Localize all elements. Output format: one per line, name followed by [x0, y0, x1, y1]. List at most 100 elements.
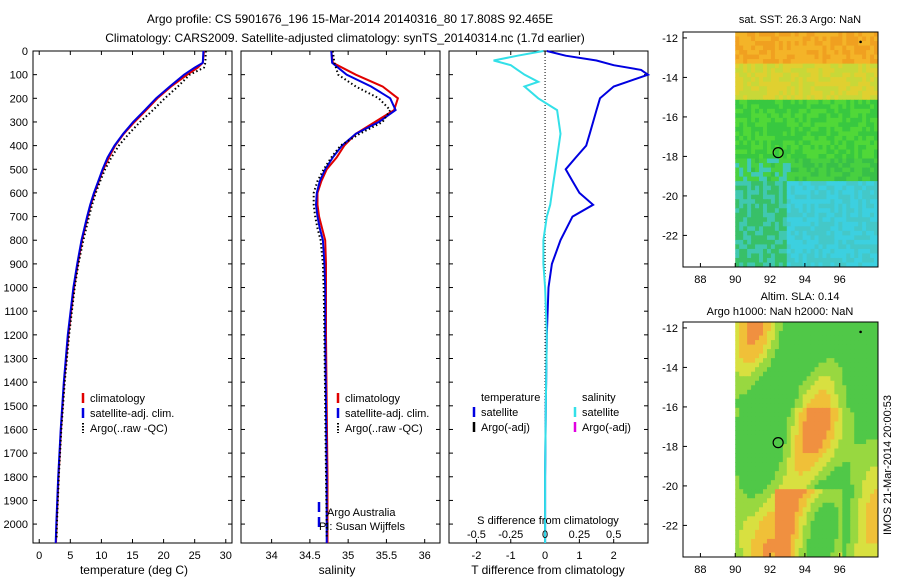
- map-cell: [766, 380, 772, 386]
- map-cell: [874, 262, 879, 268]
- map-cell: [790, 203, 796, 209]
- map-cell: [834, 126, 839, 132]
- map-cell: [834, 511, 839, 517]
- map-cell: [798, 552, 804, 558]
- map-cell: [786, 86, 792, 92]
- map-cell: [866, 99, 871, 105]
- map-cell: [755, 353, 760, 359]
- map-cell: [762, 416, 768, 422]
- map-cell: [854, 525, 859, 531]
- map-cell: [774, 322, 780, 328]
- map-cell: [806, 349, 812, 355]
- map-cell: [747, 353, 752, 359]
- map-cell: [770, 167, 776, 173]
- map-cell: [806, 68, 812, 74]
- map-cell: [834, 149, 839, 155]
- map-cell: [778, 54, 784, 60]
- map-cell: [794, 253, 800, 259]
- map-cell: [774, 135, 780, 141]
- map-cell: [814, 543, 820, 549]
- map-cell: [846, 507, 851, 513]
- map-lat-label: -16: [662, 112, 678, 124]
- map-cell: [842, 185, 847, 191]
- map-cell: [766, 72, 772, 78]
- map-cell: [818, 525, 823, 531]
- map-cell: [798, 331, 804, 337]
- map-cell: [762, 113, 768, 119]
- map-cell: [850, 194, 855, 200]
- map-cell: [798, 253, 804, 259]
- map-cell: [874, 185, 879, 191]
- map-cell: [786, 208, 792, 214]
- map-cell: [822, 122, 827, 128]
- map-cell: [802, 221, 808, 227]
- map-cell: [790, 77, 796, 83]
- map-cell: [798, 389, 804, 395]
- map-cell: [798, 444, 804, 450]
- map-cell: [854, 217, 859, 223]
- map-cell: [874, 385, 879, 391]
- map-cell: [755, 480, 760, 486]
- map-cell: [810, 239, 816, 245]
- map-cell: [822, 176, 827, 182]
- map-cell: [822, 257, 827, 263]
- map-cell: [854, 507, 859, 513]
- map-cell: [766, 131, 772, 137]
- map-cell: [802, 322, 808, 328]
- map-cell: [806, 434, 812, 440]
- map-cell: [874, 140, 879, 146]
- map-cell: [802, 113, 808, 119]
- map-cell: [818, 394, 823, 400]
- map-cell: [822, 376, 827, 382]
- map-cell: [747, 95, 752, 101]
- map-cell: [814, 221, 820, 227]
- map-cell: [786, 462, 792, 468]
- map-cell: [739, 335, 744, 341]
- map-cell: [794, 457, 800, 463]
- map-cell: [743, 190, 748, 196]
- map-cell: [770, 380, 776, 386]
- map-cell: [747, 257, 752, 263]
- map-cell: [818, 534, 823, 540]
- map-cell: [806, 194, 812, 200]
- map-cell: [854, 81, 859, 87]
- map-cell: [798, 367, 804, 373]
- map-cell: [790, 507, 796, 513]
- map-cell: [806, 217, 812, 223]
- map-cell: [822, 322, 827, 328]
- map-cell: [762, 86, 768, 92]
- map-cell: [798, 416, 804, 422]
- map-cell: [858, 194, 863, 200]
- map-cell: [762, 326, 768, 332]
- map-cell: [802, 376, 808, 382]
- map-lat-label: -12: [662, 33, 678, 45]
- temperature-legend: climatology satellite-adj. clim. Argo(..…: [81, 393, 174, 435]
- map-cell: [798, 158, 804, 164]
- map-cell: [838, 208, 843, 214]
- map-cell: [751, 398, 756, 404]
- map-cell: [866, 257, 871, 263]
- map-cell: [743, 353, 748, 359]
- map-cell: [743, 471, 748, 477]
- map-cell: [798, 462, 804, 468]
- map-cell: [814, 444, 820, 450]
- map-cell: [747, 190, 752, 196]
- map-cell: [755, 221, 760, 227]
- map-cell: [774, 239, 780, 245]
- map-cell: [774, 217, 780, 223]
- map-cell: [739, 380, 744, 386]
- map-cell: [790, 529, 796, 535]
- map-cell: [834, 520, 839, 526]
- map-cell: [866, 326, 871, 332]
- map-cell: [818, 59, 823, 65]
- map-cell: [854, 444, 859, 450]
- map-cell: [854, 480, 859, 486]
- depth-tick-label: 1500: [4, 401, 28, 413]
- map-cell: [762, 140, 768, 146]
- map-cell: [762, 135, 768, 141]
- map-cell: [798, 520, 804, 526]
- map-cell: [874, 480, 879, 486]
- map-cell: [755, 439, 760, 445]
- map-cell: [862, 185, 867, 191]
- map-cell: [870, 108, 875, 114]
